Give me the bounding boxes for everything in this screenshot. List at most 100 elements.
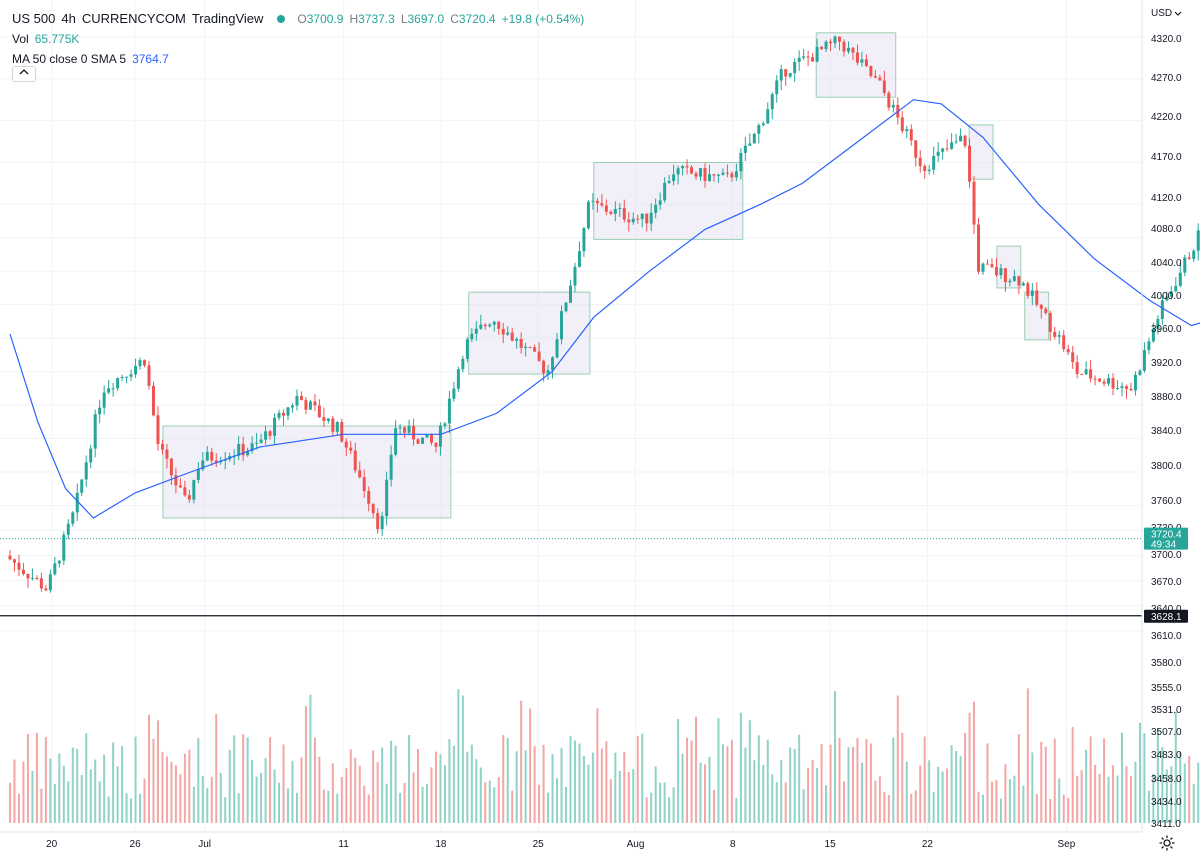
volume-bar (753, 760, 756, 823)
candle-body (344, 441, 348, 448)
ma-label[interactable]: MA 50 close 0 SMA 5 (12, 52, 127, 66)
volume-bar (847, 747, 850, 823)
volume-bar (269, 737, 272, 823)
candle-body (246, 450, 250, 456)
volume-bar (771, 774, 774, 823)
volume-bar (174, 765, 177, 823)
candle-body (1057, 335, 1061, 337)
volume-label[interactable]: Vol (12, 32, 29, 46)
candle-body (618, 208, 622, 210)
volume-bar (58, 753, 61, 823)
volume-bar (89, 769, 92, 823)
candle-body (1053, 331, 1057, 337)
symbol-name[interactable]: US 500 (12, 11, 56, 26)
volume-bar (820, 744, 823, 823)
candle-body (470, 333, 474, 340)
volume-bar (784, 782, 787, 823)
exchange-name: CURRENCYCOM (81, 11, 186, 26)
candle-body (622, 208, 626, 220)
high-label: H (349, 12, 359, 26)
volume-bar (672, 787, 675, 823)
volume-bar (201, 775, 204, 823)
open-value: 3700.9 (306, 12, 344, 26)
volume-bar (148, 714, 150, 823)
candle-body (842, 41, 846, 52)
volume-bar (712, 789, 715, 823)
candle-body (48, 574, 52, 591)
candle-body (492, 321, 496, 325)
volume-bar (53, 784, 56, 823)
volume-bar (434, 751, 437, 823)
price-axis[interactable]: 4320.0 4270.0 4220.0 4170.0 4120.0 4080.0 4040… (1141, 0, 1188, 832)
volume-bar (1179, 752, 1182, 823)
chevron-down-icon (1174, 11, 1182, 16)
volume-bar (762, 764, 765, 823)
volume-bar (569, 735, 572, 823)
candle-body (84, 462, 88, 480)
candle-body (39, 578, 43, 589)
interval[interactable]: 4h (61, 11, 76, 26)
candle-body (927, 169, 931, 171)
volume-bar (1004, 764, 1007, 823)
collapse-legend-button[interactable] (12, 66, 36, 82)
volume-bar (35, 732, 38, 823)
price-tick-label: 3610.0 (1151, 631, 1182, 642)
candle-body (30, 578, 34, 580)
volume-bar (1152, 773, 1155, 823)
candle-body (456, 369, 460, 389)
volume-bar (22, 761, 25, 823)
volume-bar (1183, 763, 1186, 823)
candle-body (143, 360, 147, 366)
candle-body (1124, 386, 1128, 389)
gear-icon[interactable] (1158, 834, 1176, 852)
volume-bar (735, 797, 738, 823)
candle-body (636, 218, 640, 220)
volume-bar (210, 776, 213, 823)
market-status-icon (277, 15, 286, 23)
candle-body (1044, 308, 1048, 314)
volume-bar (188, 749, 191, 823)
volume-bar (609, 779, 612, 823)
volume-bar (1192, 783, 1195, 823)
volume-bar (910, 793, 913, 823)
candle-body (1080, 373, 1084, 375)
candle-body (985, 263, 989, 265)
candle-body (891, 104, 895, 108)
time-tick-label: Aug (627, 839, 645, 850)
time-axis[interactable]: 2026Jul111825Aug81522Sep121926Oct (0, 831, 1200, 850)
volume-bar (336, 793, 339, 823)
candle-body (869, 65, 873, 77)
candle-body (371, 503, 375, 514)
volume-bar (1129, 775, 1132, 823)
volume-bar (376, 762, 379, 823)
volume-bar (1058, 778, 1061, 823)
candle-body (255, 442, 259, 444)
candle-body (452, 388, 456, 399)
candle-body (542, 360, 546, 374)
price-tick-label: 4040.0 (1151, 258, 1182, 269)
currency-menu[interactable]: USD (1151, 8, 1182, 19)
candle-body (165, 449, 169, 459)
candle-body (93, 414, 97, 449)
candle-body (609, 211, 613, 214)
volume-bar (1026, 688, 1029, 823)
candle-body (358, 470, 362, 478)
candle-body (595, 200, 599, 204)
candle-body (160, 444, 164, 450)
price-tick-label: 4270.0 (1151, 73, 1182, 84)
price-tick-label: 3580.0 (1151, 658, 1182, 669)
volume-bar (573, 740, 576, 823)
volume-bar (547, 792, 550, 823)
candle-body (551, 357, 555, 371)
candle-body (398, 427, 402, 429)
volume-bar (1071, 726, 1074, 823)
source-name: TradingView (191, 11, 264, 26)
volume-bar (977, 791, 980, 823)
volume-bar (156, 720, 159, 823)
volume-bar (40, 788, 43, 823)
volume-bar (789, 747, 792, 823)
time-tick-label: 11 (338, 839, 349, 850)
volume-bar (179, 774, 182, 823)
price-tick-label: 3640.0 (1151, 604, 1182, 615)
